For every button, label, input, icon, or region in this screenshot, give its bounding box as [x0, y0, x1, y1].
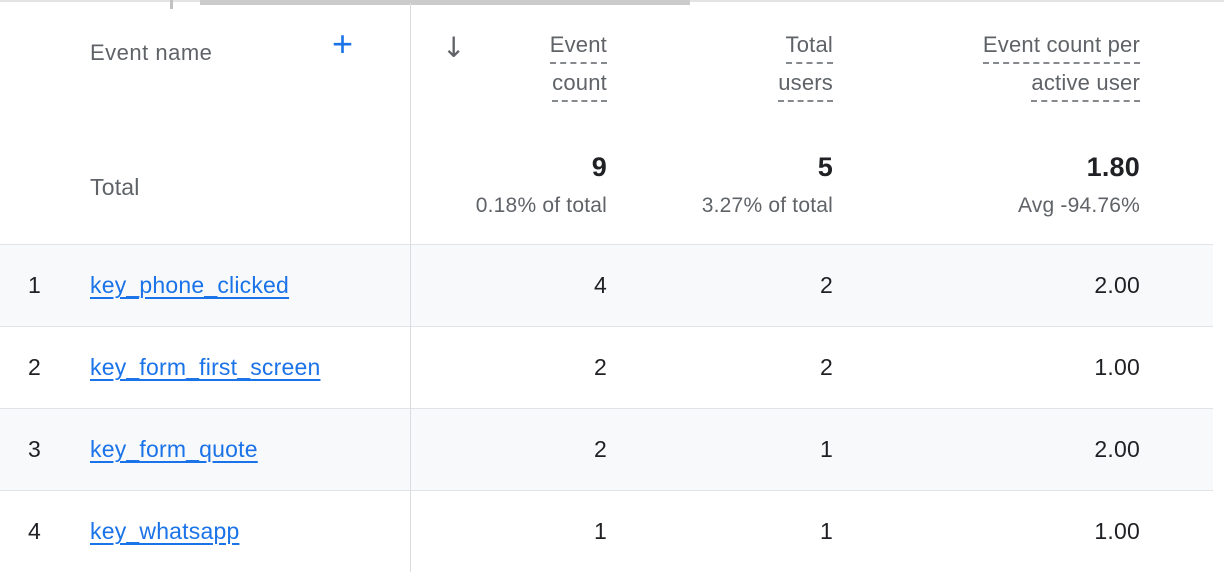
sort-descending-icon[interactable]: ↓	[442, 31, 466, 64]
total-users-value: 2	[820, 354, 833, 380]
event-name-cell: 2 key_form_first_screen	[0, 354, 410, 381]
event-name-link[interactable]: key_form_first_screen	[90, 354, 321, 380]
total-users-column-header[interactable]: Total users	[607, 0, 833, 131]
total-users-subtext: 3.27% of total	[701, 194, 833, 217]
table-row: 3 key_form_quote 2 1 2.00	[0, 408, 1213, 490]
events-table: Event name + ↓ Event count Total users E…	[0, 0, 1213, 572]
total-per-active-user-value: 1.80	[1086, 152, 1140, 182]
total-users-value: 5	[817, 152, 833, 182]
event-name-cell: 4 key_whatsapp	[0, 518, 410, 545]
header-label-line: users	[778, 70, 833, 102]
add-column-icon[interactable]: +	[332, 23, 354, 64]
event-count-per-active-user-value: 1.00	[1094, 354, 1140, 380]
event-name-link[interactable]: key_whatsapp	[90, 518, 240, 544]
event-count-value: 2	[594, 436, 607, 462]
total-event-count-subtext: 0.18% of total	[475, 194, 607, 217]
event-count-value: 4	[594, 272, 607, 298]
header-label-line: active user	[1031, 70, 1140, 102]
event-count-per-active-user-value: 2.00	[1094, 272, 1140, 298]
total-event-count-value: 9	[591, 152, 607, 182]
total-per-active-user-cell: 1.80 Avg -94.76%	[833, 131, 1140, 244]
header-label-line: count	[552, 70, 607, 102]
event-count-per-active-user-column-header[interactable]: Event count per active user	[833, 0, 1140, 131]
table-row: 1 key_phone_clicked 4 2 2.00	[0, 244, 1213, 326]
event-count-per-active-user-value: 2.00	[1094, 436, 1140, 462]
row-index: 4	[28, 518, 41, 544]
event-count-value: 1	[594, 518, 607, 544]
event-name-cell: 3 key_form_quote	[0, 436, 410, 463]
total-per-active-user-subtext: Avg -94.76%	[1017, 194, 1140, 217]
event-count-value: 2	[594, 354, 607, 380]
event-count-per-active-user-value: 1.00	[1094, 518, 1140, 544]
header-label-line: Event	[549, 32, 607, 64]
totals-label-cell: Total	[0, 131, 410, 244]
column-divider	[410, 3, 411, 572]
totals-row: Total 9 0.18% of total 5 3.27% of total …	[0, 131, 1213, 244]
scrollbar-track-tick	[170, 0, 173, 9]
event-name-cell: 1 key_phone_clicked	[0, 272, 410, 299]
totals-label: Total	[90, 174, 140, 200]
row-index: 1	[28, 272, 41, 298]
table-row: 2 key_form_first_screen 2 2 1.00	[0, 326, 1213, 408]
horizontal-scrollbar-thumb[interactable]	[200, 0, 690, 5]
total-event-count-cell: 9 0.18% of total	[410, 131, 607, 244]
total-users-value: 2	[820, 272, 833, 298]
event-name-column-header[interactable]: Event name +	[0, 0, 410, 131]
event-name-link[interactable]: key_form_quote	[90, 436, 258, 462]
header-label-line: Total	[785, 32, 833, 64]
row-index: 2	[28, 354, 41, 380]
total-users-value: 1	[820, 518, 833, 544]
event-name-header-label: Event name	[90, 40, 213, 65]
row-index: 3	[28, 436, 41, 462]
table-header-row: Event name + ↓ Event count Total users E…	[0, 0, 1213, 131]
total-users-cell: 5 3.27% of total	[607, 131, 833, 244]
header-label-line: Event count per	[982, 32, 1140, 64]
total-users-value: 1	[820, 436, 833, 462]
table-row: 4 key_whatsapp 1 1 1.00	[0, 490, 1213, 572]
event-count-column-header[interactable]: ↓ Event count	[410, 0, 607, 131]
event-name-link[interactable]: key_phone_clicked	[90, 272, 290, 298]
